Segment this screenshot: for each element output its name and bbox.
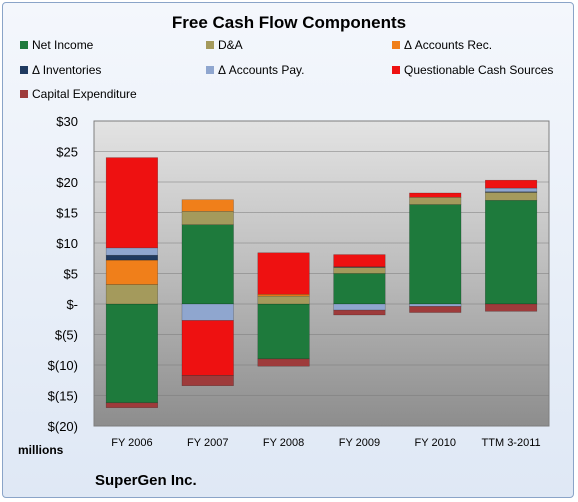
y-tick-label: $10 (56, 236, 78, 251)
x-tick-label: FY 2006 (111, 437, 152, 449)
y-tick-label: $(15) (48, 389, 78, 404)
legend-item-questionable-cash: Questionable Cash Sources (392, 63, 553, 77)
bar-segment (409, 204, 462, 305)
x-axis-ticks: FY 2006 FY 2007 FY 2008 FY 2009 FY 2010 TTM 3… (111, 437, 540, 449)
bar-segment (333, 267, 386, 274)
bar-segment (485, 303, 538, 312)
legend-item-accounts-pay: Δ Accounts Pay. (206, 63, 305, 77)
bar-segment (257, 295, 310, 305)
legend-label: Δ Accounts Rec. (404, 38, 493, 52)
y-tick-label: $5 (64, 267, 78, 282)
legend-item-da: D&A (206, 38, 243, 52)
bar-segment (105, 247, 158, 256)
bar-segment (257, 303, 310, 360)
bar-segment (181, 375, 234, 386)
bar-segment (333, 273, 386, 305)
x-tick-label: TTM 3-2011 (482, 437, 541, 449)
bar-segment (257, 252, 310, 295)
bar-segment (105, 402, 158, 408)
bar-segment (485, 179, 538, 189)
chart-title: Free Cash Flow Components (171, 13, 407, 32)
bar-segment (181, 320, 234, 376)
company-name: SuperGen Inc. (95, 472, 197, 489)
x-tick-label: FY 2010 (415, 437, 456, 449)
legend-swatch (206, 66, 214, 74)
legend-item-accounts-rec: Δ Accounts Rec. (392, 38, 492, 52)
bar-segment (333, 254, 386, 268)
legend-label: D&A (218, 38, 243, 52)
units-label: millions (18, 443, 64, 457)
gridlines (94, 120, 549, 427)
bar-segment (409, 303, 462, 307)
y-tick-label: $25 (56, 145, 78, 160)
legend-swatch (392, 66, 400, 74)
y-tick-label: $- (66, 297, 78, 312)
bar-segment (105, 284, 158, 305)
legend-item-capex: Capital Expenditure (20, 87, 137, 101)
legend-label: Capital Expenditure (32, 87, 137, 101)
bar-segment (485, 187, 538, 193)
bar-segment (485, 200, 538, 305)
legend-label: Net Income (32, 38, 94, 52)
legend-swatch (20, 66, 28, 74)
bars (105, 157, 538, 408)
y-tick-label: $30 (56, 114, 78, 129)
y-tick-label: $(5) (55, 328, 78, 343)
y-tick-label: $(20) (48, 419, 78, 434)
bar-segment (333, 309, 386, 316)
legend-item-inventories: Δ Inventories (20, 63, 101, 77)
legend-label: Δ Accounts Pay. (218, 63, 305, 77)
y-tick-label: $(10) (48, 358, 78, 373)
bar-segment (409, 197, 462, 205)
bar-segment (257, 358, 310, 367)
y-tick-label: $20 (56, 175, 78, 190)
bar-segment (333, 303, 386, 311)
bar-segment (105, 303, 158, 404)
legend-swatch (206, 41, 214, 49)
x-tick-label: FY 2009 (339, 437, 380, 449)
y-tick-label: $15 (56, 206, 78, 221)
legend-swatch (392, 41, 400, 49)
bar-segment (409, 306, 462, 313)
legend-item-net-income: Net Income (20, 38, 93, 52)
bar-segment (105, 157, 158, 249)
bar-segment (181, 303, 234, 321)
legend-label: Δ Inventories (32, 63, 102, 77)
x-tick-label: FY 2007 (187, 437, 228, 449)
bar-segment (181, 199, 234, 212)
legend-swatch (20, 90, 28, 98)
legend-label: Questionable Cash Sources (404, 63, 554, 77)
bar-segment (105, 259, 158, 285)
bar-segment (181, 211, 234, 225)
legend-swatch (20, 41, 28, 49)
bar-segment (105, 254, 158, 261)
bar-segment (257, 293, 310, 297)
y-axis-ticks: $30 $25 $20 $15 $10 $5 $- $(5) $(10) $(15) $(20) (48, 114, 78, 434)
bar-segment (181, 224, 234, 305)
bar-segment (485, 192, 538, 201)
x-tick-label: FY 2008 (263, 437, 304, 449)
bar-segment (409, 192, 462, 198)
